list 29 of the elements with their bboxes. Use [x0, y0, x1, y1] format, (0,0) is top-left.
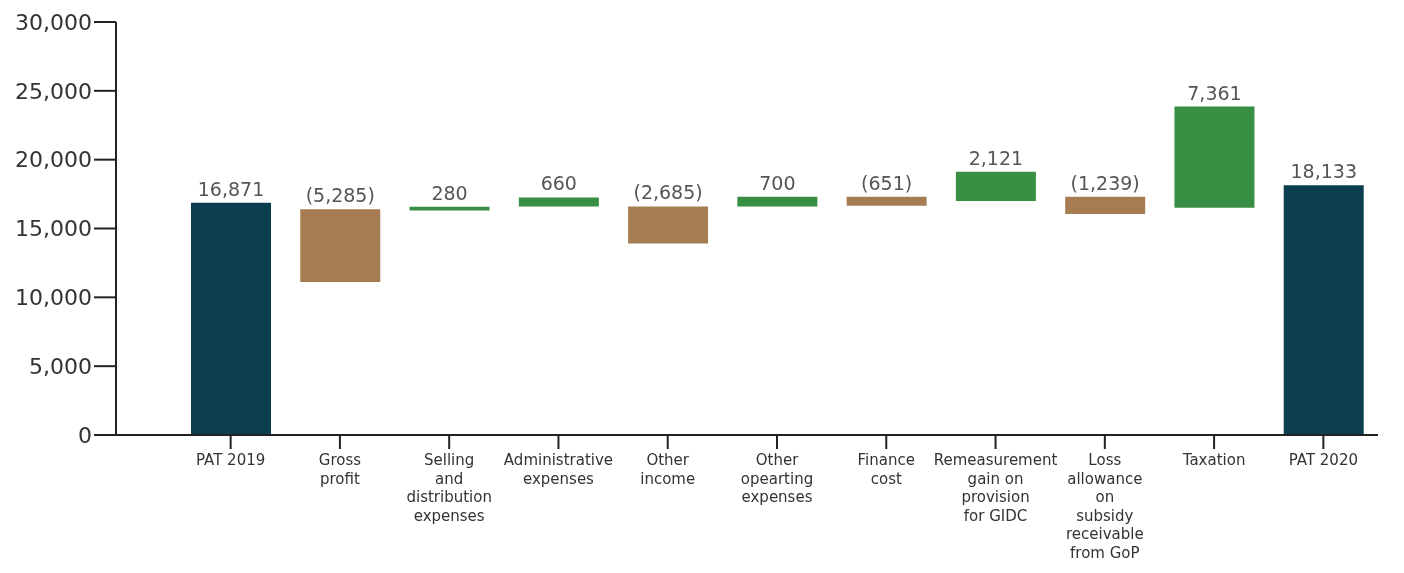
x-tick-label: Taxation	[1181, 451, 1246, 469]
y-tick-label: 0	[78, 422, 92, 448]
data-label: (1,239)	[1070, 171, 1140, 194]
data-label: (2,685)	[633, 181, 703, 204]
x-tick-label: Other income	[640, 451, 696, 488]
data-label: 16,871	[197, 177, 265, 200]
x-tick-label: Remeasurement gain on provision for GIDC	[933, 451, 1058, 525]
y-tick-label: 30,000	[15, 9, 92, 35]
y-tick-label: 25,000	[15, 78, 92, 104]
data-label: 280	[431, 181, 468, 204]
data-label: 2,121	[968, 146, 1024, 169]
data-label: 7,361	[1187, 81, 1242, 104]
y-tick-label: 20,000	[15, 147, 92, 173]
x-tick-label: Administrative expenses	[503, 451, 614, 488]
data-label: 18,133	[1290, 160, 1357, 183]
y-tick-label: 15,000	[15, 216, 92, 242]
x-tick-label: Selling and distribution expenses	[406, 451, 492, 525]
data-label: 700	[759, 171, 796, 194]
data-label: 660	[540, 172, 577, 195]
x-tick-label: PAT 2019	[195, 451, 266, 469]
data-label: (651)	[861, 171, 913, 194]
x-tick-label: Loss allowance on subsidy receivable from GoP	[1065, 451, 1144, 562]
x-tick-label: Other opearting expenses	[740, 451, 814, 506]
data-label: (5,285)	[305, 184, 375, 207]
x-tick-label: PAT 2020	[1288, 451, 1359, 469]
x-tick-label: Gross profit	[318, 451, 362, 488]
y-tick-label: 10,000	[15, 285, 92, 311]
y-tick-label: 5,000	[29, 353, 92, 379]
x-tick-label: Finance cost	[857, 451, 915, 488]
